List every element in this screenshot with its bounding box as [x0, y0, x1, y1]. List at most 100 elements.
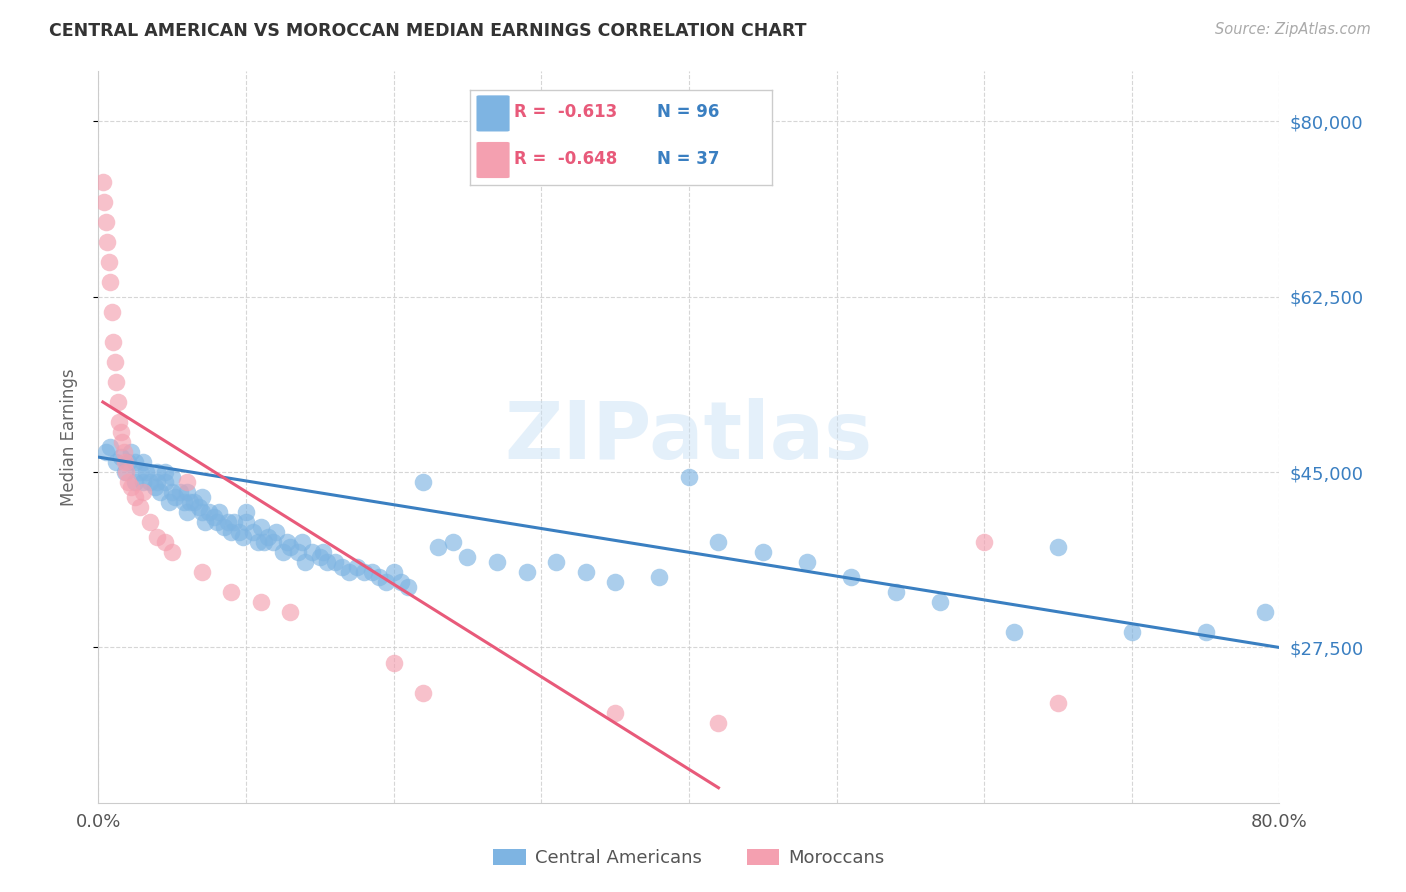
Point — [110, 450, 132, 464]
Point — [146, 530, 169, 544]
Point — [412, 685, 434, 699]
Point — [973, 535, 995, 549]
Point — [208, 505, 231, 519]
Point — [202, 510, 225, 524]
Point — [271, 545, 294, 559]
Point — [117, 475, 139, 490]
Point — [179, 495, 201, 509]
Point — [176, 485, 198, 500]
Point — [107, 395, 129, 409]
Point — [841, 570, 863, 584]
Point — [153, 535, 176, 549]
Point — [187, 500, 209, 515]
Point — [115, 465, 138, 479]
Point — [183, 495, 205, 509]
Point — [176, 505, 198, 519]
Point — [132, 475, 155, 490]
Point — [280, 541, 302, 555]
Point — [165, 490, 187, 504]
Point — [139, 515, 162, 529]
Point — [105, 455, 128, 469]
Point — [98, 275, 121, 289]
Point — [276, 535, 298, 549]
Point — [97, 254, 120, 268]
Point — [1046, 696, 1070, 710]
Point — [221, 525, 243, 540]
Text: Source: ZipAtlas.com: Source: ZipAtlas.com — [1215, 22, 1371, 37]
Point — [752, 545, 775, 559]
Point — [353, 566, 375, 580]
Point — [117, 455, 139, 469]
Point — [398, 580, 420, 594]
Point — [217, 515, 239, 529]
Point — [516, 566, 538, 580]
Point — [162, 545, 183, 559]
Point — [382, 656, 405, 670]
Point — [96, 235, 118, 249]
Point — [312, 545, 335, 559]
Point — [162, 470, 183, 484]
Point — [221, 585, 243, 599]
Point — [169, 485, 191, 500]
Point — [368, 570, 391, 584]
Point — [1254, 606, 1277, 620]
Point — [575, 566, 598, 580]
Point — [382, 566, 405, 580]
Point — [1121, 625, 1143, 640]
Point — [250, 595, 273, 609]
Point — [110, 425, 132, 439]
Point — [162, 485, 183, 500]
Point — [375, 575, 398, 590]
Point — [250, 520, 273, 534]
Point — [100, 305, 122, 319]
Point — [678, 470, 700, 484]
Point — [346, 560, 368, 574]
Point — [105, 375, 128, 389]
Point — [104, 355, 127, 369]
Point — [112, 445, 135, 459]
Point — [309, 550, 332, 565]
Point — [316, 555, 339, 569]
Point — [157, 495, 180, 509]
Point — [124, 455, 146, 469]
Point — [191, 505, 214, 519]
Point — [132, 455, 155, 469]
Point — [707, 535, 730, 549]
Point — [457, 550, 479, 565]
Point — [1046, 541, 1070, 555]
Point — [228, 525, 250, 540]
Point — [648, 570, 671, 584]
Point — [93, 194, 115, 209]
Point — [198, 505, 221, 519]
Text: ZIPatlas: ZIPatlas — [505, 398, 873, 476]
Point — [143, 480, 166, 494]
Point — [124, 475, 146, 490]
Point — [301, 545, 323, 559]
Point — [111, 435, 134, 450]
Text: CENTRAL AMERICAN VS MOROCCAN MEDIAN EARNINGS CORRELATION CHART: CENTRAL AMERICAN VS MOROCCAN MEDIAN EARN… — [49, 22, 807, 40]
Point — [153, 465, 176, 479]
Point — [287, 545, 309, 559]
Point — [330, 560, 353, 574]
Point — [224, 515, 246, 529]
Point — [235, 505, 257, 519]
Point — [323, 555, 346, 569]
Point — [128, 500, 150, 515]
Point — [232, 530, 254, 544]
Point — [441, 535, 464, 549]
Point — [114, 455, 136, 469]
Point — [291, 535, 314, 549]
Point — [360, 566, 382, 580]
Point — [194, 515, 217, 529]
Point — [91, 175, 114, 189]
Y-axis label: Median Earnings: Median Earnings — [59, 368, 77, 506]
Point — [1002, 625, 1025, 640]
Point — [486, 555, 509, 569]
Point — [257, 530, 280, 544]
Point — [153, 475, 176, 490]
Point — [124, 490, 146, 504]
Point — [173, 495, 195, 509]
Point — [94, 214, 117, 228]
Point — [176, 475, 198, 490]
Point — [246, 535, 269, 549]
